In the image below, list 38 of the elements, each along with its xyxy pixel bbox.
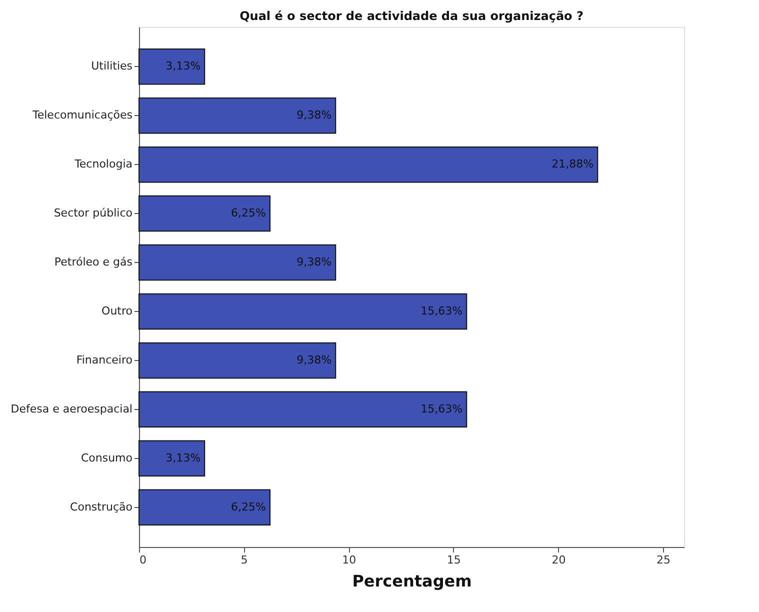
data-label: 3,13%: [166, 451, 201, 464]
bar: [138, 48, 206, 85]
y-tick-label: Defesa e aeroespacial: [10, 402, 132, 416]
bar: [138, 195, 271, 232]
data-label: 3,13%: [166, 60, 201, 73]
y-tick-label: Petróleo e gás: [54, 256, 133, 269]
x-axis-title: Percentagem: [352, 572, 472, 590]
x-tick-label: 5: [240, 554, 248, 566]
data-label: 6,25%: [231, 500, 266, 514]
data-label: 15,63%: [420, 304, 463, 318]
y-tick-label: Financeiro: [76, 353, 133, 366]
y-tick-label: Utilities: [91, 60, 133, 73]
x-tick-label: 25: [656, 554, 671, 566]
bar: [138, 440, 206, 476]
y-tick-label: Sector público: [54, 206, 133, 220]
y-tick-label: Telecomunicações: [32, 108, 133, 122]
bar: [138, 244, 336, 281]
bar: [138, 342, 336, 379]
data-label: 9,38%: [296, 256, 332, 269]
x-tick-label: 15: [446, 554, 461, 566]
bar: [138, 489, 271, 526]
bar: [138, 146, 598, 183]
data-label: 6,25%: [231, 206, 266, 220]
data-label: 9,38%: [296, 353, 332, 366]
x-tick-label: 10: [342, 554, 356, 566]
y-tick-label: Construção: [70, 500, 133, 514]
chart-title: Qual é o sector de actividade da sua organização ?: [240, 9, 584, 23]
y-tick-label: Outro: [102, 304, 133, 318]
y-tick-label: Consumo: [80, 451, 133, 464]
y-tick-label: Tecnologia: [74, 158, 132, 171]
x-tick-label: 0: [140, 554, 146, 566]
data-label: 21,88%: [552, 158, 594, 171]
bar: [138, 293, 468, 330]
bar: [138, 391, 468, 428]
bar: [138, 98, 336, 134]
data-label: 15,63%: [420, 402, 463, 416]
x-tick-label: 20: [552, 554, 566, 566]
data-label: 9,38%: [296, 108, 332, 122]
